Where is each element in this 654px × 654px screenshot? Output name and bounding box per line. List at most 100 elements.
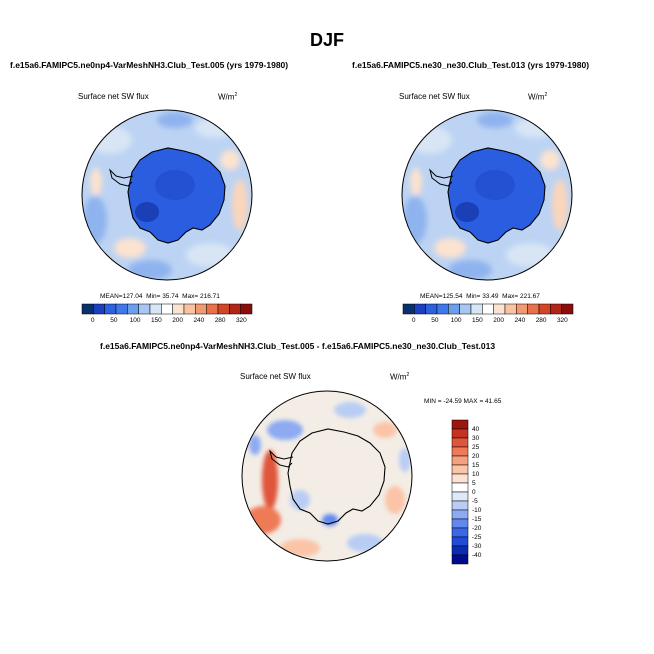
colorbar-1-tick-label: 200: [172, 317, 183, 324]
panel1-stats: MEAN=127.04 Min= 35.74 Max= 216.71: [100, 293, 220, 300]
colorbar-1-tick-label: 240: [193, 317, 204, 324]
panel2-variable: Surface net SW flux: [399, 92, 470, 101]
colorbar-2-tick-label: 280: [536, 317, 547, 324]
map3-peninsula: [269, 449, 294, 468]
colorbar-3-tick-label: -10: [472, 507, 482, 514]
map2-peninsula: [429, 168, 454, 187]
colorbar-3-tick-label: 40: [472, 426, 480, 433]
panel2-units: W/m2: [528, 92, 548, 102]
colorbar-1-box: [138, 303, 151, 315]
colorbar-2-box: [538, 303, 551, 315]
colorbar-1-tick-label: 50: [110, 317, 118, 324]
colorbar-3-tick-label: 15: [472, 462, 480, 469]
colorbar-1-box: [93, 303, 105, 315]
colorbar-2-box: [470, 303, 483, 315]
colorbar-2-box: [516, 303, 528, 315]
colorbar-3-tick-label: 30: [472, 435, 480, 442]
panel1-variable: Surface net SW flux: [78, 92, 149, 101]
colorbar-1-box: [229, 303, 241, 315]
colorbar-3-tick-label: -20: [472, 525, 482, 532]
map3-boundary: [241, 390, 413, 562]
colorbar-3-tick-label: -5: [472, 498, 478, 505]
colorbar-1-box: [127, 303, 139, 315]
colorbar-1-tick-label: 0: [91, 317, 95, 324]
colorbar-2-tick-label: 200: [493, 317, 504, 324]
colorbar-2-tick-label: 50: [431, 317, 439, 324]
colorbar-2-tick-label: 100: [451, 317, 462, 324]
colorbar-3-box: [451, 464, 469, 475]
colorbar-3-tick-label: 5: [472, 480, 476, 487]
colorbar-3-tick-label: -15: [472, 516, 482, 523]
map3-coastline: [287, 428, 386, 525]
colorbar-1-box: [149, 303, 162, 315]
colorbar-1-box: [81, 303, 94, 315]
colorbar-2-box: [459, 303, 472, 315]
map1-peninsula: [109, 168, 134, 187]
panel3-title: f.e15a6.FAMIPC5.ne0np4-VarMeshNH3.Club_T…: [100, 341, 496, 351]
colorbar-2-box: [448, 303, 460, 315]
colorbar-2-box: [414, 303, 426, 315]
colorbar-3-box: [451, 527, 469, 538]
colorbar-1-tick-label: 150: [151, 317, 162, 324]
colorbar-3-box: [451, 446, 469, 457]
colorbar-3-tick-label: 10: [472, 471, 480, 478]
colorbar-1-box: [240, 303, 253, 315]
colorbar-3-box: [451, 518, 469, 529]
colorbar-3-box: [451, 491, 469, 502]
colorbar-3-tick-label: 20: [472, 453, 480, 460]
colorbar-3-box: [451, 455, 469, 466]
colorbar-3-box: [451, 437, 469, 448]
colorbar-2: 0 50 100 150 200 240 280 320: [402, 303, 574, 324]
colorbar-2-tick-label: 320: [557, 317, 568, 324]
map2-boundary: [401, 109, 573, 281]
colorbar-3-box: [451, 545, 469, 556]
colorbar-2-box: [550, 303, 562, 315]
colorbar-3-box: [451, 473, 469, 484]
map1-boundary: [81, 109, 253, 281]
colorbar-1-box: [172, 303, 185, 315]
colorbar-1-box: [195, 303, 207, 315]
map1: [81, 109, 253, 281]
map3: [241, 390, 413, 562]
colorbar-3-box: [451, 428, 469, 439]
colorbar-3-box: [451, 482, 469, 493]
colorbar-3-tick-label: 25: [472, 444, 480, 451]
colorbar-1-box: [206, 303, 219, 315]
map1-coastline: [127, 147, 226, 244]
colorbar-2-box: [527, 303, 540, 315]
panel1-units: W/m2: [218, 92, 238, 102]
colorbar-1-box: [217, 303, 230, 315]
colorbar-3-box: [451, 500, 469, 511]
colorbar-1-tick-label: 320: [236, 317, 247, 324]
colorbar-2-tick-label: 240: [514, 317, 525, 324]
colorbar-3: 40 30 25 20 15 10 5 0 -5 -10 -15 -20 -25 -30 -40: [451, 419, 482, 565]
panel1-title: f.e15a6.FAMIPC5.ne0np4-VarMeshNH3.Club_T…: [10, 60, 289, 70]
map3-field-patches: [245, 402, 411, 557]
colorbar-2-tick-label: 150: [472, 317, 483, 324]
colorbar-3-tick-label: 0: [472, 489, 476, 496]
colorbar-2-tick-label: 0: [412, 317, 416, 324]
colorbar-1-box: [161, 303, 173, 315]
map2-field-patches: [403, 112, 568, 280]
colorbar-3-box: [451, 554, 469, 565]
colorbar-3-box: [451, 419, 469, 430]
colorbar-2-box: [504, 303, 517, 315]
colorbar-3-tick-label: -40: [472, 552, 482, 559]
colorbar-1: 0 50 100 150 200 240 280 320: [81, 303, 253, 324]
panel2-title: f.e15a6.FAMIPC5.ne30_ne30.Club_Test.013 …: [352, 60, 590, 70]
map2-coastline: [447, 147, 546, 244]
panel2-stats: MEAN=125.54 Min= 33.49 Max= 221.67: [420, 293, 540, 300]
colorbar-3-tick-label: -25: [472, 534, 482, 541]
colorbar-2-box: [425, 303, 438, 315]
colorbar-2-box: [561, 303, 574, 315]
colorbar-2-box: [482, 303, 494, 315]
colorbar-1-box: [115, 303, 128, 315]
colorbar-3-box: [451, 509, 469, 520]
season-title: DJF: [309, 30, 344, 50]
colorbar-1-box: [183, 303, 196, 315]
colorbar-2-box: [402, 303, 415, 315]
colorbar-3-tick-label: -30: [472, 543, 482, 550]
colorbar-3-box: [451, 536, 469, 547]
panel3-variable: Surface net SW flux: [240, 372, 311, 381]
